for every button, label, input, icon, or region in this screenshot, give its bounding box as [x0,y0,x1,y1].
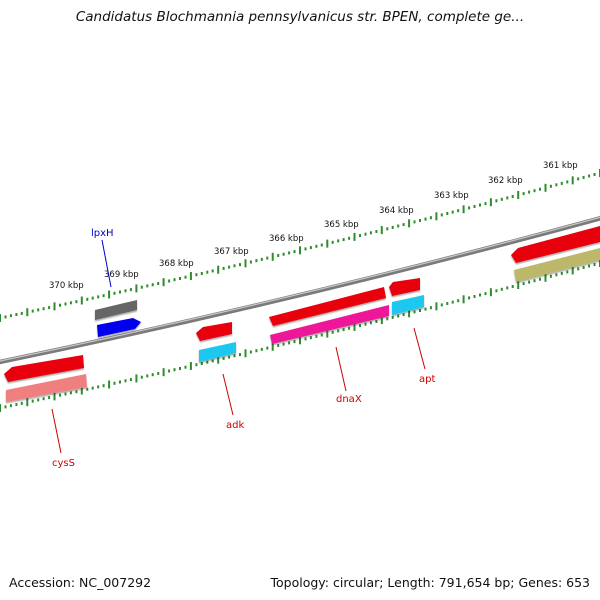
gene-dnaX[interactable] [269,287,389,344]
ruler-label: 362 kbp [488,176,523,186]
gene-right-edge[interactable] [511,226,600,282]
topology-text: Topology: circular; Length: 791,654 bp; … [270,575,591,590]
ruler-label: 364 kbp [379,206,414,216]
gene-adk-cyan[interactable] [199,342,236,362]
gene-lpxH-blue[interactable] [97,318,141,337]
genome-backbone-highlight [0,216,600,362]
ruler-label: 365 kbp [324,220,359,230]
ruler-label: 369 kbp [104,270,139,280]
leader-cysS [51,408,62,454]
gene-cysS-pink[interactable] [6,374,87,402]
leader-apt [413,327,426,370]
gene-cysS-red[interactable] [4,355,84,382]
ruler-label: 368 kbp [159,259,194,269]
gene-right-olive[interactable] [514,248,600,282]
ruler-labels: 361 kbp 362 kbp 363 kbp 364 kbp 365 kbp 366 k… [49,161,578,291]
ruler-label: 367 kbp [214,247,249,257]
gene-adk[interactable] [196,322,236,362]
ruler-label: 361 kbp [543,161,578,171]
gene-lpxH[interactable] [95,300,141,337]
label-dnaX[interactable]: dnaX [336,394,362,405]
gene-apt[interactable] [389,278,424,315]
label-adk[interactable]: adk [226,420,244,431]
gene-dnaX-magenta[interactable] [270,305,389,344]
gene-apt-red[interactable] [389,278,420,296]
leader-dnaX [335,346,347,392]
genome-backbone [0,216,600,365]
ruler-label: 370 kbp [49,281,84,291]
label-apt[interactable]: apt [419,374,435,385]
gene-dnaX-red[interactable] [269,287,386,326]
gene-right-red[interactable] [511,226,600,263]
map-title: Candidatus Blochmannia pennsylvanicus st… [75,9,525,25]
label-cysS[interactable]: cysS [52,458,75,469]
accession-text: Accession: NC_007292 [9,575,152,590]
ruler-label: 366 kbp [269,234,304,244]
leader-lpxH [101,239,112,288]
outer-scale-ruler [0,169,600,322]
gene-adk-red[interactable] [196,322,232,341]
gene-lpxH-gray[interactable] [95,300,137,320]
ruler-label: 363 kbp [434,191,469,201]
leader-adk [222,373,234,416]
label-lpxH[interactable]: lpxH [91,228,114,239]
gene-apt-cyan[interactable] [392,295,424,315]
gene-cysS[interactable] [4,355,87,402]
inner-scale-ruler [0,259,600,412]
